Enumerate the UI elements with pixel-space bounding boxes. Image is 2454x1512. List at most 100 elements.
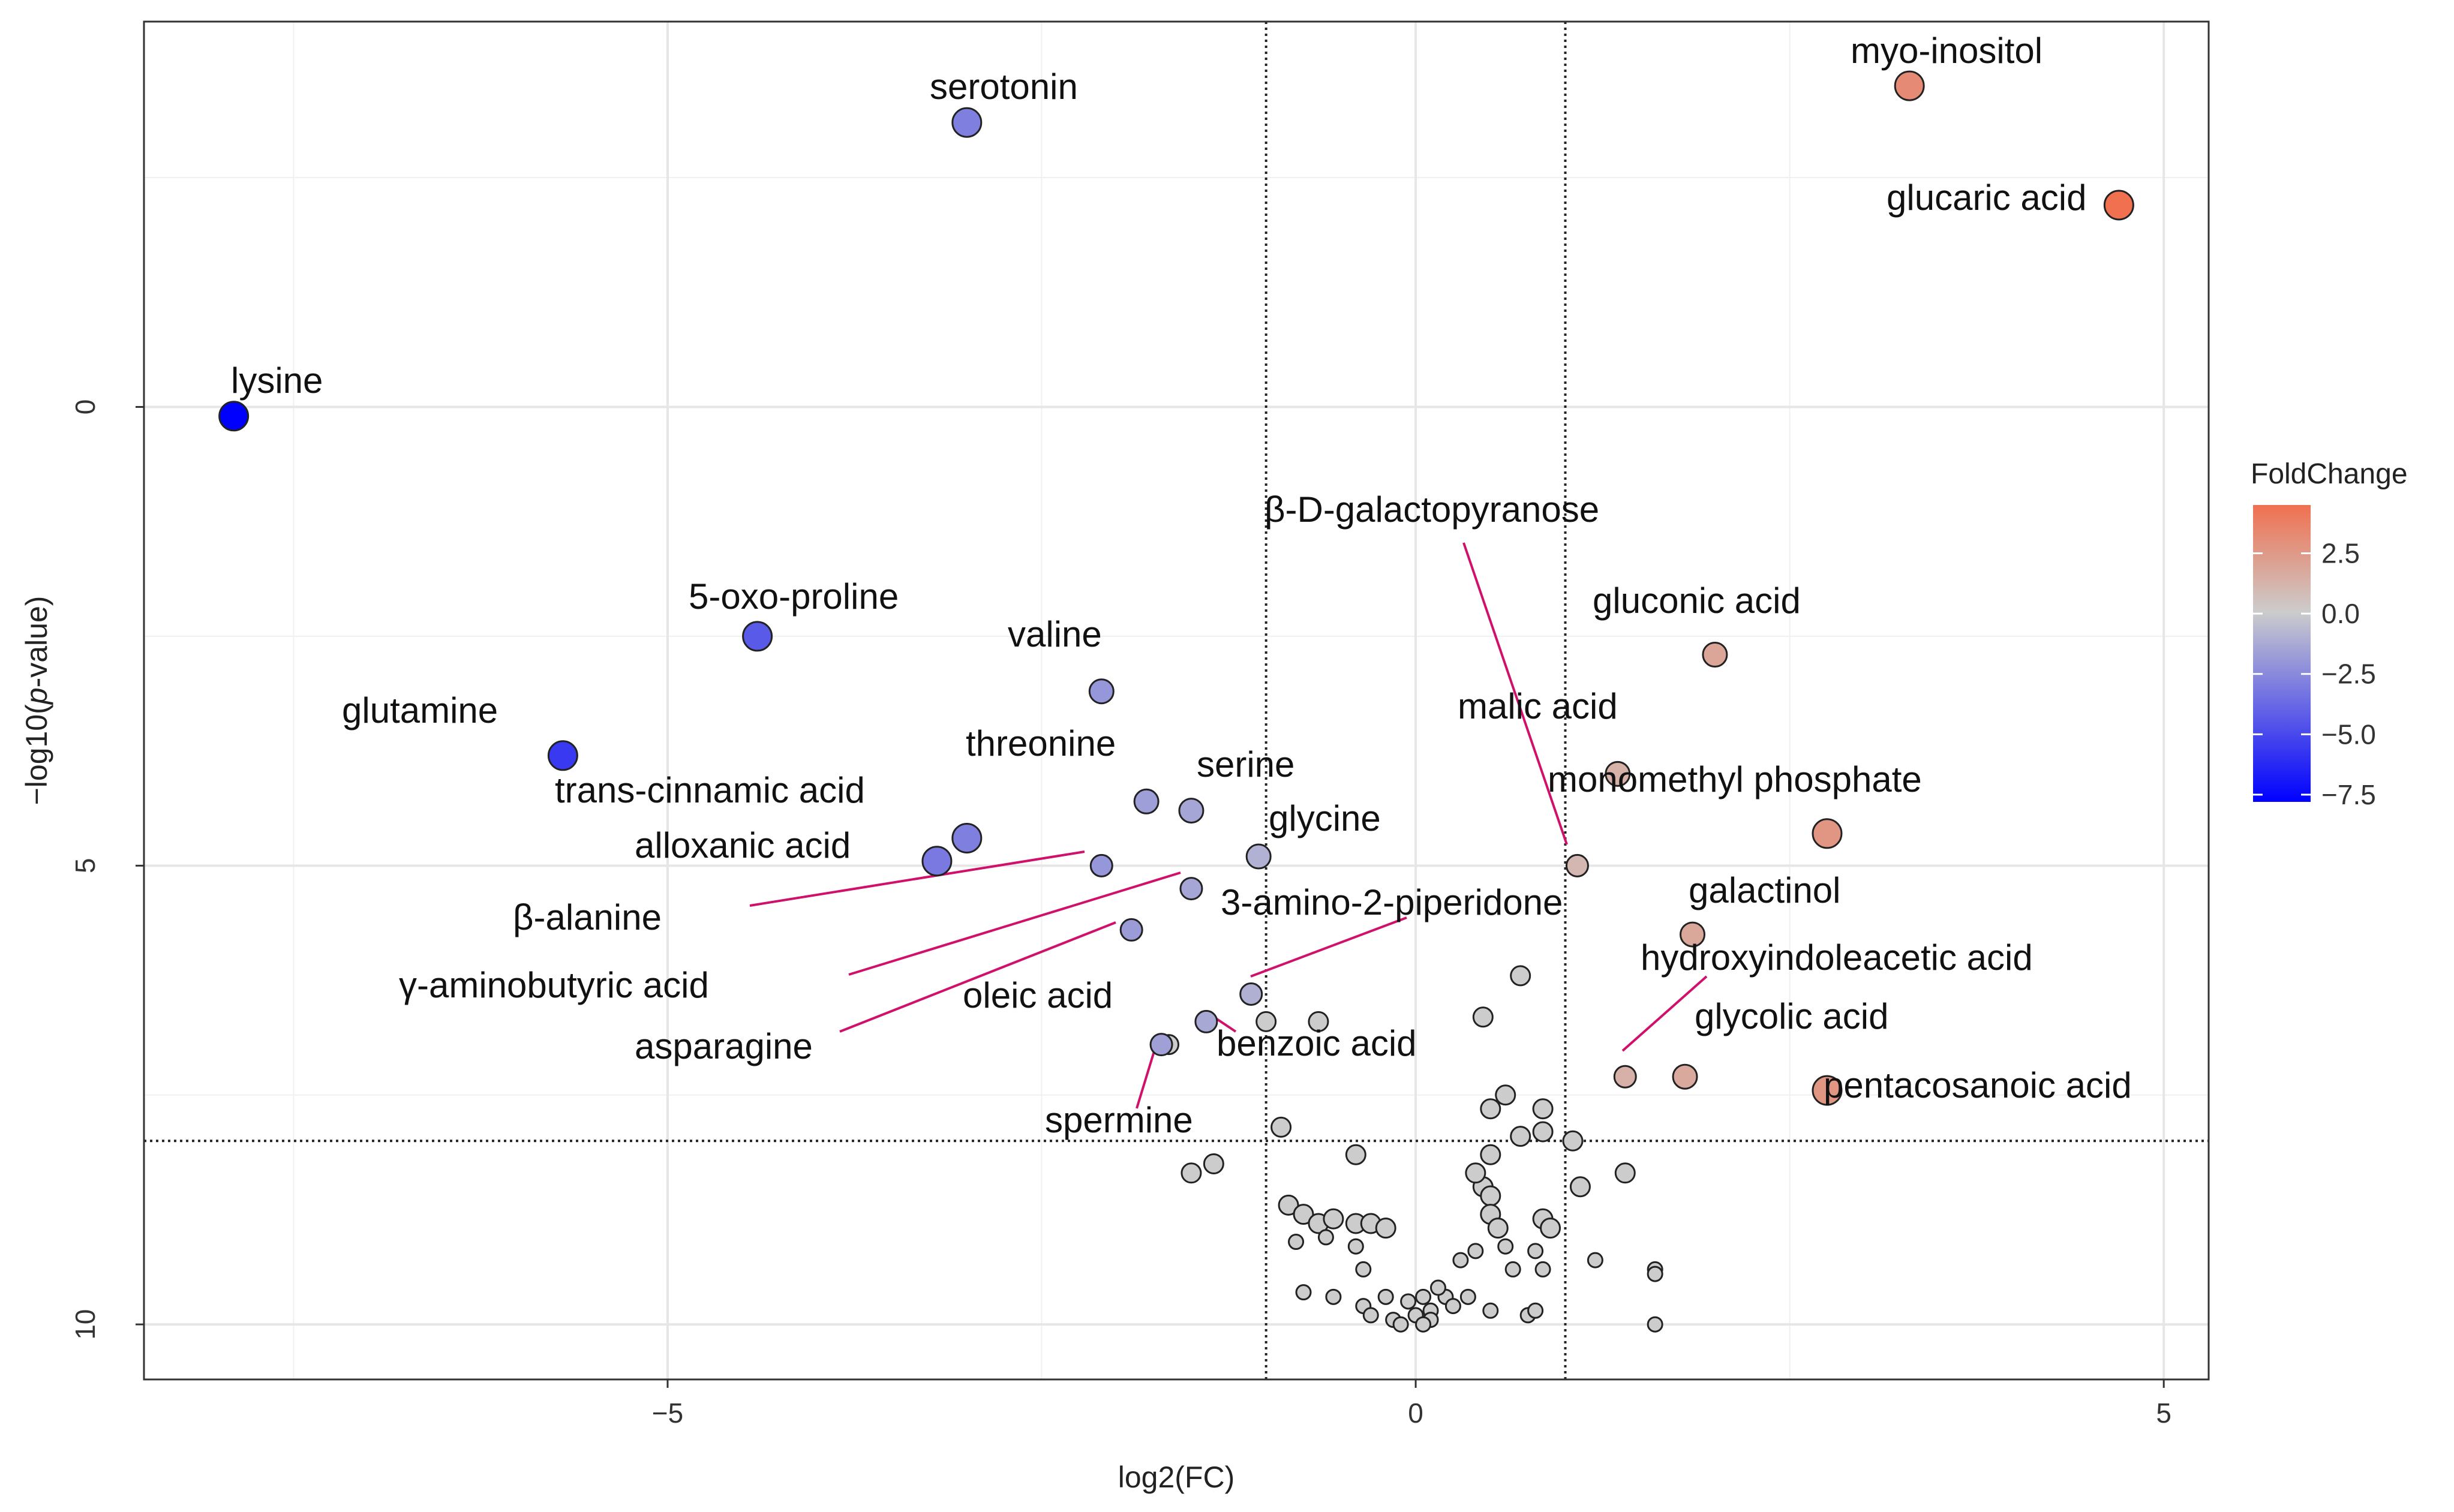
data-point (1452, 1252, 1469, 1268)
data-point (1894, 70, 1925, 101)
point-label: myo-inositol (1851, 31, 2043, 71)
data-point (1415, 1316, 1432, 1333)
data-point (1480, 1098, 1501, 1120)
leader-line (749, 850, 1085, 907)
data-point (1482, 1302, 1499, 1319)
point-label: asparagine (635, 1026, 813, 1066)
point-label: hydroxyindoleacetic acid (1641, 937, 2033, 978)
data-point (547, 740, 578, 771)
data-point (1375, 1218, 1396, 1239)
data-point (1377, 1288, 1394, 1305)
fold-change-legend: FoldChange 2.5 0.0 −2.5 −5.0 −7.5 (2251, 458, 2408, 810)
leader-line (1621, 975, 1708, 1052)
point-label: galactinol (1689, 870, 1841, 910)
data-point (1308, 1011, 1329, 1032)
data-point (1587, 1252, 1603, 1268)
point-label: β-D-galactopyranose (1264, 489, 1599, 530)
data-point (1605, 760, 1631, 787)
data-point (218, 401, 250, 432)
data-point (1812, 818, 1843, 849)
data-point (1278, 1194, 1299, 1216)
data-point (921, 846, 953, 877)
point-label: threonine (966, 723, 1116, 763)
data-point (1510, 1126, 1531, 1147)
x-axis-title: log2(FC) (1118, 1460, 1234, 1494)
y-axis-title-prefix: −log10( (20, 704, 53, 805)
grid-minor (144, 22, 2209, 1379)
data-point (1527, 1302, 1544, 1319)
data-point (1255, 1011, 1277, 1032)
legend-tick-label: −2.5 (2321, 659, 2376, 690)
point-label: glycolic acid (1695, 996, 1888, 1036)
data-point (951, 107, 983, 138)
data-point (1569, 1176, 1591, 1198)
data-point (1495, 1084, 1516, 1106)
legend-tick-label: 2.5 (2321, 537, 2360, 569)
data-point (1089, 853, 1113, 877)
point-label: valine (1008, 614, 1102, 654)
data-point (1133, 788, 1160, 814)
data-point (1400, 1293, 1417, 1310)
data-point (1647, 1265, 1663, 1282)
data-point (1812, 1075, 1843, 1106)
data-point (1467, 1243, 1484, 1260)
data-point (1119, 918, 1143, 942)
data-point (1194, 1009, 1218, 1033)
point-label: lysine (231, 360, 323, 401)
plot-panel: lysine serotonin myo-inositol glucaric acid… (143, 20, 2210, 1381)
data-point (1480, 1185, 1501, 1207)
data-point (742, 621, 773, 652)
data-point (1355, 1261, 1372, 1277)
legend-tick-label: 0.0 (2321, 598, 2360, 629)
data-points (218, 70, 2134, 1333)
data-point (1178, 798, 1205, 824)
point-label: 5-oxo-proline (689, 576, 899, 617)
leader-line (1462, 542, 1568, 845)
point-label: glycine (1269, 798, 1381, 838)
x-tick-label: 0 (1408, 1397, 1423, 1429)
data-point (1444, 1298, 1461, 1315)
y-axis-title-suffix: -value) (20, 596, 53, 688)
data-point (1497, 1238, 1514, 1255)
data-point (1288, 1234, 1305, 1251)
data-point (1323, 1208, 1344, 1230)
point-labels: lysine serotonin myo-inositol glucaric acid… (231, 31, 2132, 1140)
point-label: malic acid (1458, 686, 1618, 726)
point-label: trans-cinnamic acid (555, 770, 865, 810)
legend-tick-label: −7.5 (2321, 779, 2376, 810)
legend-tick-label: −5.0 (2321, 719, 2376, 750)
data-point (1362, 1307, 1379, 1324)
data-point (1614, 1162, 1636, 1184)
x-axis-ticks: −5 0 5 (652, 1379, 2171, 1429)
data-point (1565, 853, 1589, 877)
leader-line (848, 871, 1181, 976)
legend-title: FoldChange (2251, 458, 2408, 490)
data-point (1149, 1033, 1173, 1057)
y-tick-label: 5 (70, 858, 101, 874)
y-axis-ticks: 0 5 10 (70, 399, 144, 1340)
data-point (1459, 1288, 1476, 1305)
data-point (1347, 1238, 1364, 1255)
data-point (951, 822, 983, 853)
point-label: oleic acid (963, 975, 1113, 1015)
data-point (1245, 843, 1272, 870)
leader-line (1136, 1043, 1158, 1109)
data-point (1527, 1243, 1544, 1260)
y-tick-label: 10 (70, 1309, 101, 1340)
data-point (1472, 1006, 1494, 1028)
point-label: glucaric acid (1887, 178, 2087, 218)
point-label: alloxanic acid (635, 825, 851, 865)
threshold-lines (144, 22, 2209, 1379)
point-label: β-alanine (513, 897, 662, 937)
data-point (1465, 1162, 1486, 1184)
data-point (1415, 1288, 1432, 1305)
point-label: gluconic acid (1593, 581, 1801, 621)
point-label: pentacosanoic acid (1824, 1065, 2132, 1105)
data-point (1562, 1130, 1584, 1152)
data-point (1532, 1121, 1554, 1143)
panel-border (143, 20, 2210, 1381)
x-tick-label: −5 (652, 1397, 683, 1429)
data-point (1325, 1288, 1342, 1305)
data-point (1295, 1284, 1312, 1301)
